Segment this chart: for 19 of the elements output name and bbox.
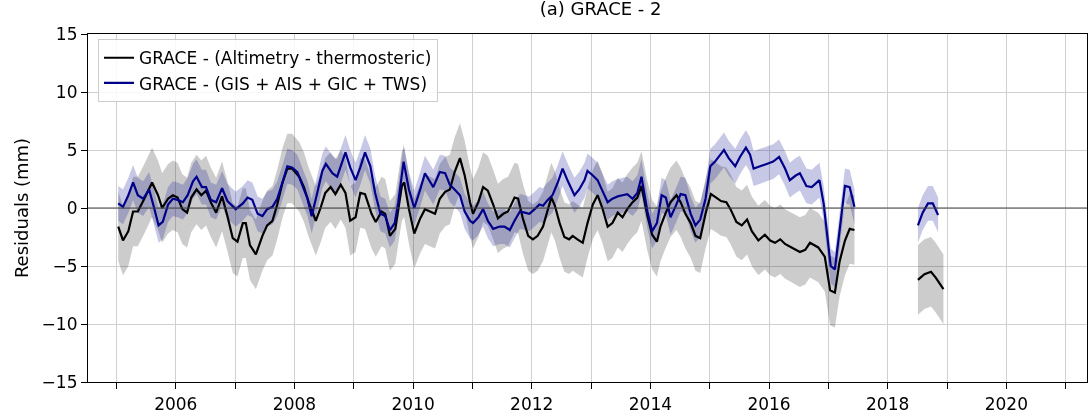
x-tick-label: 2016 xyxy=(747,393,791,414)
chart-title: (a) GRACE - 2 xyxy=(539,0,662,19)
x-tick-label: 2020 xyxy=(984,393,1028,414)
legend-label: GRACE - (Altimetry - thermosteric) xyxy=(138,48,432,69)
legend-label: GRACE - (GIS + AIS + GIC + TWS) xyxy=(138,73,428,94)
x-tick-label: 2012 xyxy=(510,393,554,414)
x-tick-label: 2006 xyxy=(154,393,198,414)
x-tick-label: 2008 xyxy=(272,393,317,414)
x-tick-label: 2018 xyxy=(866,393,910,414)
y-axis-title: Residuals (mm) xyxy=(10,137,32,279)
x-tick-label: 2014 xyxy=(628,393,673,414)
x-tick-label: 2010 xyxy=(391,393,435,414)
y-tick-label: −10 xyxy=(41,313,78,334)
y-tick-label: 15 xyxy=(55,23,78,44)
y-tick-label: 5 xyxy=(66,139,78,160)
y-tick-label: −15 xyxy=(41,371,78,392)
y-tick-label: 10 xyxy=(55,81,78,102)
y-tick-label: −5 xyxy=(52,255,78,276)
y-tick-label: 0 xyxy=(66,197,78,218)
